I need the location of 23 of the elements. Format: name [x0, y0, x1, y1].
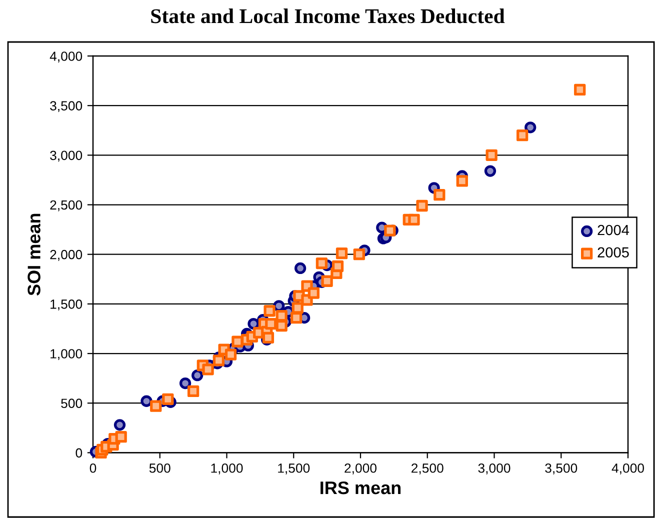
chart-title: State and Local Income Taxes Deducted	[151, 8, 505, 24]
x-tick-label: 2,000	[344, 463, 376, 474]
y-tick-label: 500	[61, 398, 82, 408]
y-tick-label: 0	[76, 448, 82, 458]
y-tick-label: 1,000	[50, 349, 82, 360]
y-tick-label: 2,000	[50, 250, 82, 261]
legend-label: 2005	[598, 247, 629, 258]
y-axis-title: SOI mean	[28, 214, 40, 296]
y-tick-label: 3,000	[50, 150, 82, 162]
x-tick-label: 2,500	[412, 463, 444, 474]
x-tick-label: 500	[149, 463, 170, 473]
x-axis-title: IRS mean	[320, 481, 401, 494]
x-tick-label: 3,000	[478, 463, 510, 474]
x-tick-label: 4,000	[612, 463, 644, 474]
x-tick-label: 3,500	[545, 463, 578, 474]
x-tick-label: 1,500	[278, 463, 310, 474]
x-tick-label: 1,000	[211, 463, 243, 474]
y-tick-label: 4,000	[50, 52, 82, 62]
x-tick-label: 0	[90, 463, 96, 473]
y-tick-label: 3,500	[50, 101, 82, 112]
y-tick-label: 2,500	[50, 200, 82, 212]
y-tick-label: 1,500	[50, 300, 82, 310]
legend-label: 2004	[598, 224, 630, 236]
